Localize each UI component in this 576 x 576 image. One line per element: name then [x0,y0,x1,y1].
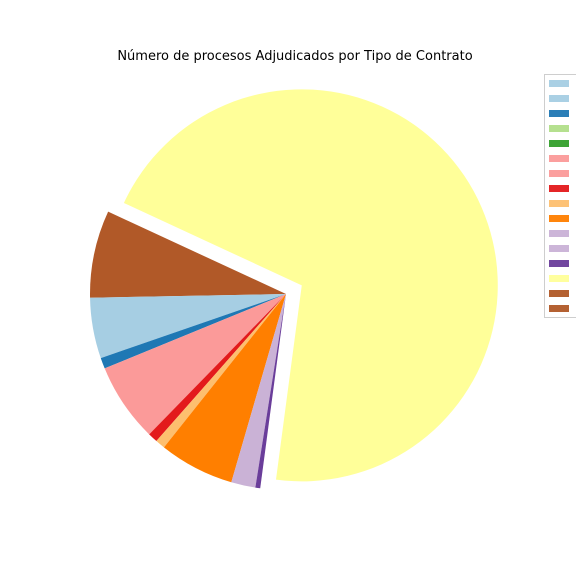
legend-swatch [549,200,569,207]
legend-swatch [549,155,569,162]
pie-slice [90,294,286,359]
legend-swatch [549,275,569,282]
pie-slice [123,89,498,482]
pie-slice [90,294,286,298]
pie-slice [163,294,286,483]
pie-slice [90,211,286,294]
legend-swatch [549,215,569,222]
legend-swatch [549,170,569,177]
pie-slice [104,294,286,435]
legend-swatch [549,110,569,117]
pie-slice [100,294,286,369]
legend-swatch [549,140,569,147]
legend-swatch [549,80,569,87]
pie-slice [255,294,286,489]
legend-swatch [549,230,569,237]
pie-slice [156,294,286,448]
legend-swatch [549,95,569,102]
legend-swatch [549,185,569,192]
pie-slice [231,294,286,488]
legend-swatch [549,305,569,312]
chart-legend [544,74,576,318]
legend-swatch [549,245,569,252]
legend-swatch [549,260,569,267]
pie-slice [149,294,286,442]
legend-swatch [549,290,569,297]
legend-swatch [549,125,569,132]
chart-title: Número de procesos Adjudicados por Tipo … [117,49,473,64]
